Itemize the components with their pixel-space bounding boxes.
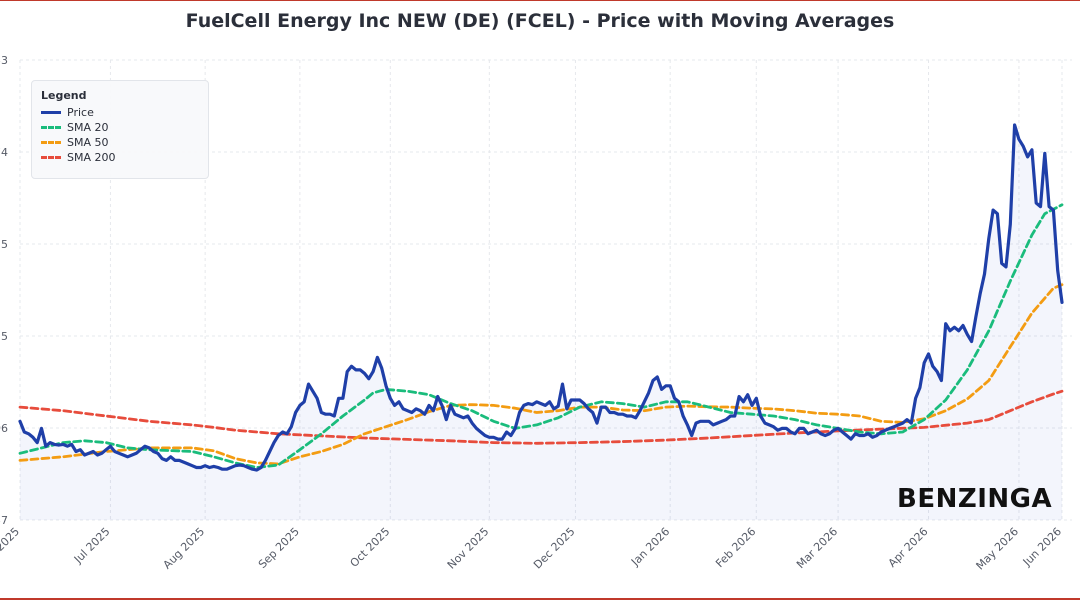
price-line (18, 123, 1064, 472)
y-tick-label: 11.15 (0, 238, 8, 251)
x-tick-label: Dec 2025 (531, 525, 578, 572)
grid-lines (19, 59, 1072, 521)
benzinga-logo: BENZINGA (897, 484, 1053, 514)
x-tick-label: Oct 2025 (348, 525, 393, 570)
legend-swatch-sma200 (41, 156, 61, 159)
chart-title: FuelCell Energy Inc NEW (DE) (FCEL) - Pr… (185, 10, 895, 32)
x-tick-label: Jul 2025 (71, 525, 113, 567)
legend-item-sma20: SMA 20 (41, 120, 199, 135)
sma50-line (18, 283, 1064, 466)
legend-item-price: Price (41, 105, 199, 120)
legend-label-price: Price (67, 106, 94, 119)
y-axis-labels: 3.37 5.96 8.55 11.15 13.74 16.33 (0, 54, 8, 527)
y-tick-label: 16.33 (0, 54, 8, 67)
legend-swatch-sma50 (41, 141, 61, 144)
legend-item-sma50: SMA 50 (41, 135, 199, 150)
x-tick-label: Jun 2026 (1020, 525, 1064, 569)
x-tick-label: Aug 2025 (161, 525, 208, 572)
frame-top-border (0, 0, 1080, 1)
legend-label-sma50: SMA 50 (67, 136, 109, 149)
y-tick-label: 13.74 (0, 146, 8, 159)
x-tick-label: Sep 2025 (256, 525, 302, 571)
series-lines (18, 123, 1064, 472)
x-tick-label: May 2026 (974, 525, 1022, 573)
x-axis-labels: Jun 2025 Jul 2025 Aug 2025 Sep 2025 Oct 2025… (0, 525, 1064, 573)
x-tick-label: Jun 2025 (0, 525, 22, 569)
frame-bottom-border (0, 598, 1080, 600)
sma200-line (18, 389, 1064, 445)
x-tick-label: Nov 2025 (445, 525, 492, 572)
x-tick-label: Mar 2026 (794, 525, 840, 571)
y-tick-label: 3.37 (0, 514, 8, 527)
legend: Legend Price SMA 20 SMA 50 SMA 200 (31, 80, 209, 179)
y-tick-label: 5.96 (0, 422, 8, 435)
legend-title: Legend (41, 89, 87, 102)
legend-item-sma200: SMA 200 (41, 150, 199, 165)
x-tick-label: Feb 2026 (713, 525, 758, 570)
x-tick-label: Apr 2026 (886, 525, 931, 570)
price-area-fill (20, 125, 1062, 520)
sma20-line (18, 203, 1064, 469)
y-tick-label: 8.55 (0, 330, 8, 343)
legend-swatch-price (41, 111, 61, 114)
x-tick-label: Jan 2026 (628, 525, 672, 569)
legend-label-sma20: SMA 20 (67, 121, 109, 134)
legend-label-sma200: SMA 200 (67, 151, 116, 164)
legend-swatch-sma20 (41, 126, 61, 129)
